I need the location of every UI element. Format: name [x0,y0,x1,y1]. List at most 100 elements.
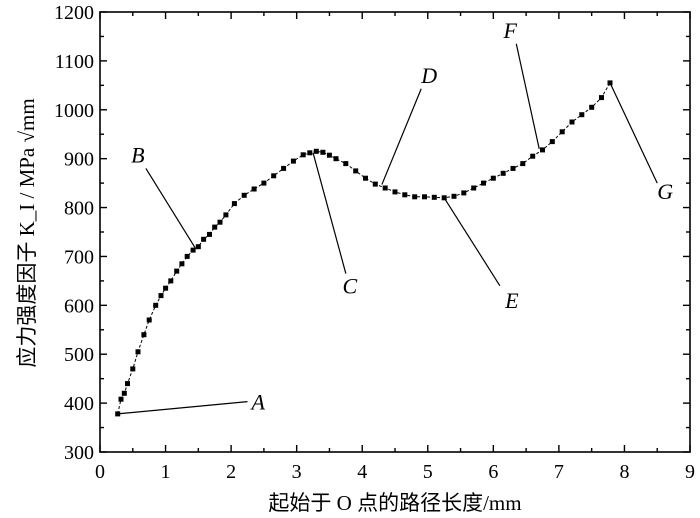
data-point [549,139,555,145]
annotation-leader-e [443,197,501,287]
annotation-label-b: B [131,142,144,167]
data-point [589,104,595,110]
x-tick-label: 6 [488,461,498,483]
y-axis-label: 应力强度因子 K_I / MPa √mm [15,98,39,367]
annotation-leader-c [312,152,347,274]
data-point [201,236,207,242]
data-point [431,194,437,200]
annotation-label-e: E [504,288,519,313]
data-point [326,152,332,158]
annotation-leader-a [117,401,248,415]
data-point [300,152,306,158]
data-point [241,192,247,198]
data-point [179,261,185,267]
y-tick-label: 300 [64,442,94,464]
data-point [212,224,218,230]
plot-area: 0 1 2 3 4 5 6 7 8 9 300 400 500 600 700 800 900 1000 1100 1… [54,2,695,483]
y-tick-label: 1000 [54,100,94,122]
annotation-label-g: G [657,179,673,204]
y-tick-label: 900 [64,149,94,171]
data-point [481,180,486,186]
data-point [461,190,467,196]
annotation-label-a: A [250,390,266,415]
data-point [168,278,174,284]
data-point [540,147,545,153]
data-point [135,349,141,355]
y-tick-label: 700 [64,246,94,268]
data-point [510,165,516,171]
annotation-leader-g [609,82,658,184]
y-tick-label: 800 [64,198,94,220]
data-point [153,302,159,308]
annotation-label-f: F [503,18,518,43]
data-point [207,231,212,237]
data-point [320,149,326,155]
data-point [271,173,277,179]
data-point [363,175,368,181]
x-tick-label: 1 [161,461,171,483]
data-point [353,168,359,174]
data-point [559,129,565,135]
y-tick-label: 1200 [54,2,94,24]
data-point [130,366,136,372]
x-tick-label: 2 [226,461,236,483]
annotation-label-c: C [342,274,357,299]
x-tick-label: 3 [292,461,302,483]
data-point [412,194,418,200]
data-point [184,253,190,259]
plot-frame [99,11,691,453]
y-tick-label: 1100 [55,51,94,73]
data-point [343,161,349,167]
x-tick-label: 0 [95,461,105,483]
data-point [500,170,506,176]
data-point [141,332,147,338]
data-point [520,161,526,167]
data-point [251,186,257,192]
data-point [471,185,477,191]
annotation-leader-d [381,88,422,185]
annotation-leader-f [515,43,540,150]
x-tick-label: 5 [423,461,433,483]
data-point [402,192,408,198]
data-point [290,158,296,164]
data-point [333,156,339,162]
data-point [451,193,457,199]
data-point [281,165,287,171]
data-point [422,194,427,200]
x-tick-label: 7 [554,461,564,483]
data-point [223,212,229,218]
data-point [231,201,237,207]
data-point [599,95,604,101]
data-point [158,293,164,299]
x-tick-label: 4 [357,461,367,483]
data-point [146,317,152,323]
data-point [195,244,201,250]
data-point [190,247,196,253]
y-tick-label: 400 [64,393,94,415]
annotation-leader-b [145,168,196,248]
data-point [174,268,180,274]
data-point [490,175,496,181]
data-point [217,219,223,225]
annotation-label-d: D [420,63,437,88]
x-axis-label: 起始于 O 点的路径长度/mm [268,491,521,515]
data-point [569,119,575,125]
data-point [530,153,536,159]
data-point [125,381,130,387]
x-tick-label: 9 [685,461,695,483]
data-point [372,181,378,187]
data-point [579,112,585,118]
data-point [392,189,398,195]
data-point [307,150,313,156]
data-point [118,396,124,402]
x-tick-label: 8 [619,461,629,483]
data-point [313,148,319,154]
data-point [261,180,267,186]
data-point [163,285,169,291]
y-tick-label: 500 [64,344,94,366]
data-point [382,185,388,191]
data-point [121,390,127,396]
y-tick-label: 600 [64,295,94,317]
y-axis-label-text: 应力强度因子 K_I / MPa √mm [15,98,39,367]
